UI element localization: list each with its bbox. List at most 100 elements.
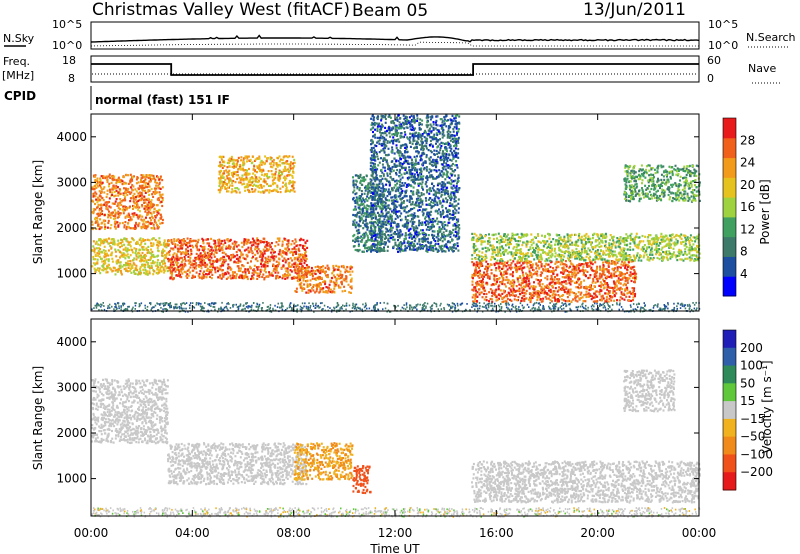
power-scatter-cell: [99, 227, 102, 230]
power-scatter-cell: [337, 284, 340, 287]
power-scatter-cell: [380, 198, 383, 201]
power-scatter-cell: [382, 204, 385, 208]
power-scatter-cell: [405, 126, 408, 129]
power-scatter-cell: [311, 287, 314, 290]
power-scatter-cell: [225, 247, 228, 250]
power-scatter-cell: [395, 144, 398, 147]
power-scatter-cell: [254, 248, 257, 251]
power-scatter-cell: [92, 245, 95, 248]
power-scatter-cell: [439, 118, 442, 121]
power-scatter-cell: [261, 251, 264, 254]
power-scatter-cell: [109, 253, 112, 257]
power-scatter-cell: [178, 248, 181, 251]
power-scatter-cell: [428, 197, 431, 200]
power-scatter-cell: [159, 177, 162, 180]
power-scatter-cell: [250, 162, 253, 165]
power-scatter-cell: [277, 271, 280, 274]
power-scatter-cell: [95, 268, 98, 271]
power-scatter-cell: [304, 254, 307, 257]
power-scatter-cell: [208, 258, 211, 261]
power-scatter-cell: [366, 250, 368, 253]
power-scatter-cell: [270, 272, 273, 275]
power-scatter-cell: [239, 260, 242, 263]
nsearch-label: N.Search: [746, 31, 796, 44]
power-scatter-cell: [275, 275, 278, 278]
power-scatter-cell: [404, 225, 407, 228]
power-scatter-cell: [220, 156, 223, 159]
power-scatter-cell: [176, 261, 179, 265]
power-scatter-cell: [262, 255, 265, 258]
power-scatter-cell: [306, 246, 309, 249]
power-scatter-cell: [412, 186, 415, 189]
power-scatter-cell: [99, 248, 102, 251]
power-scatter-cell: [263, 178, 266, 181]
power-scatter-cell: [395, 198, 398, 201]
power-scatter-cell: [104, 226, 107, 229]
power-scatter-cell: [103, 186, 106, 189]
power-scatter-cell: [393, 238, 396, 241]
power-scatter-cell: [248, 190, 251, 194]
power-scatter-cell: [210, 251, 213, 254]
power-scatter-cell: [144, 201, 147, 204]
power-scatter-cell: [424, 183, 427, 186]
power-scatter-cell: [264, 246, 267, 249]
power-scatter-cell: [116, 204, 119, 207]
power-scatter-cell: [101, 181, 104, 184]
power-scatter-cell: [352, 245, 355, 248]
power-scatter-cell: [204, 261, 207, 265]
power-scatter-cell: [425, 142, 428, 145]
power-scatter-cell: [124, 199, 127, 202]
power-scatter-cell: [114, 227, 117, 230]
power-scatter-cell: [142, 225, 145, 228]
power-scatter-cell: [254, 253, 257, 256]
power-scatter-cell: [398, 231, 401, 234]
power-scatter-cell: [135, 178, 138, 181]
power-scatter-cell: [384, 221, 387, 224]
power-scatter-cell: [159, 175, 162, 178]
power-scatter-cell: [436, 222, 439, 226]
power-scatter-cell: [237, 259, 240, 262]
power-scatter-cell: [241, 245, 244, 249]
power-scatter-cell: [416, 143, 419, 146]
power-scatter-cell: [397, 232, 400, 235]
power-scatter-cell: [264, 155, 267, 158]
power-scatter-cell: [376, 183, 379, 186]
power-scatter-cell: [240, 176, 243, 180]
power-scatter-cell: [444, 189, 447, 192]
power-scatter-cell: [298, 255, 301, 258]
power-scatter-cell: [394, 124, 397, 127]
power-scatter-cell: [221, 166, 224, 169]
power-scatter-cell: [415, 225, 418, 228]
power-scatter-cell: [398, 140, 401, 143]
power-scatter-cell: [276, 184, 279, 187]
power-scatter-cell: [427, 132, 430, 135]
power-scatter-cell: [267, 184, 270, 187]
power-scatter-cell: [117, 194, 120, 197]
power-scatter-cell: [235, 165, 237, 168]
power-scatter-cell: [156, 271, 159, 274]
power-scatter-cell: [138, 215, 141, 218]
power-scatter-cell: [92, 258, 95, 261]
power-scatter-cell: [421, 144, 424, 147]
power-scatter-cell: [446, 190, 449, 193]
power-scatter-cell: [390, 229, 393, 232]
power-scatter-cell: [122, 192, 125, 195]
power-scatter-cell: [379, 225, 382, 228]
power-scatter-cell: [102, 266, 105, 269]
power-scatter-cell: [240, 168, 243, 171]
power-scatter-cell: [375, 222, 378, 225]
power-scatter-cell: [156, 223, 158, 226]
power-scatter-cell: [394, 180, 396, 183]
power-scatter-cell: [325, 274, 328, 277]
power-scatter-cell: [147, 262, 149, 265]
power-scatter-cell: [138, 248, 141, 251]
power-scatter-cell: [425, 137, 428, 140]
power-scatter-cell: [172, 253, 175, 256]
power-scatter-cell: [236, 159, 239, 162]
power-scatter-cell: [430, 131, 433, 134]
power-scatter-cell: [262, 241, 265, 244]
power-scatter-cell: [150, 257, 153, 260]
power-scatter-cell: [200, 260, 203, 264]
power-scatter-cell: [103, 203, 106, 206]
power-scatter-cell: [285, 251, 288, 255]
